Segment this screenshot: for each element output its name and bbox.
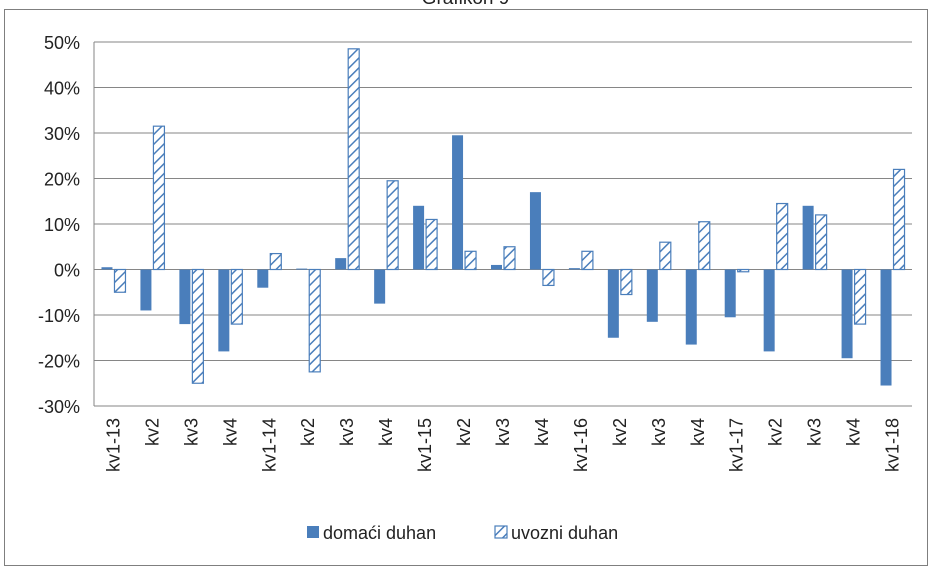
bar-uvozni [581,250,594,271]
bar-uvozni [503,246,516,271]
y-tick-label: -10% [38,306,80,326]
x-tick-label: kv2 [298,418,318,446]
x-tick-label: kv1-14 [259,418,279,472]
bar-domaci [296,268,308,270]
x-tick-label: kv4 [376,418,396,446]
bar-uvozni [698,221,711,271]
x-tick-label: kv3 [805,418,825,446]
bar-domaci [257,269,269,288]
bar-domaci [140,269,152,311]
x-tick-label: kv3 [181,418,201,446]
y-tick-label: -30% [38,397,80,417]
bar-domaci [880,269,892,386]
bar-uvozni [347,48,360,271]
y-tick-label: 20% [44,170,80,190]
x-tick-label: kv2 [766,418,786,446]
gridlines [93,41,912,407]
y-tick-label: 10% [44,215,80,235]
bar-uvozni [659,241,672,271]
bar-uvozni [776,202,789,271]
bar-domaci [491,264,502,270]
chart-title: Grafikon 9 [0,0,931,10]
bar-uvozni [386,180,399,271]
bar-domaci [607,269,619,338]
bar-domaci [335,258,347,270]
bar-domaci [101,267,113,270]
bar-uvozni [737,268,750,273]
bar-domaci [218,269,230,352]
legend-label-uvozni: uvozni duhan [511,523,618,543]
bar-uvozni [191,268,204,384]
bar-uvozni [269,252,282,271]
x-tick-label: kv3 [649,418,669,446]
bar-uvozni [308,268,321,373]
bar-domaci [374,269,386,304]
bar-uvozni [152,125,166,271]
bar-uvozni [425,218,438,271]
bar-domaci [179,269,191,325]
legend: domaći duhan uvozni duhan [307,523,618,543]
chart-frame [4,9,928,566]
y-tick-label: 40% [44,79,80,99]
bar-domaci [841,269,853,359]
bar-domaci [802,205,814,270]
legend-swatch-domaci [307,526,319,538]
x-tick-label: kv2 [142,418,162,446]
x-tick-label: kv1-17 [727,418,747,472]
bar-domaci [413,205,425,270]
bar-domaci [724,269,736,318]
x-tick-label: kv4 [844,418,864,446]
bar-uvozni [815,214,828,271]
bar-uvozni [113,268,127,293]
y-tick-label: 30% [44,124,80,144]
x-tick-label: kv4 [220,418,240,446]
bar-domaci [685,269,697,345]
bar-uvozni [542,268,555,287]
y-tick-label: -20% [38,352,80,372]
bar-domaci [452,135,464,270]
bar-uvozni [464,250,477,271]
x-axis-ticks: kv1-13 kv2 kv3 kv4 kv1-14 kv2 kv3 kv4 kv1-15 kv2 k… [103,418,902,472]
x-tick-label: kv1-18 [883,418,903,472]
bar-uvozni [620,268,633,296]
legend-label-domaci: domaći duhan [323,523,436,543]
legend-swatch-uvozni [494,525,508,539]
bar-domaci [568,268,580,270]
bar-uvozni [230,268,243,325]
bar-uvozni [892,168,906,271]
bars [101,48,906,386]
bar-uvozni [853,268,867,325]
y-tick-label: 50% [44,33,80,53]
bar-domaci [529,192,541,270]
bar-domaci [646,269,658,322]
x-tick-label: kv2 [610,418,630,446]
x-tick-label: kv3 [493,418,513,446]
bar-domaci [763,269,775,352]
x-tick-label: kv4 [532,418,552,446]
x-tick-label: kv3 [337,418,357,446]
x-tick-label: kv2 [454,418,474,446]
x-tick-label: kv1-16 [571,418,591,472]
x-tick-label: kv1-15 [415,418,435,472]
x-tick-label: kv1-13 [103,418,123,472]
x-tick-label: kv4 [688,418,708,446]
y-tick-label: 0% [54,261,80,281]
y-axis-ticks: 50% 40% 30% 20% 10% 0% -10% -20% -30% [38,33,80,417]
